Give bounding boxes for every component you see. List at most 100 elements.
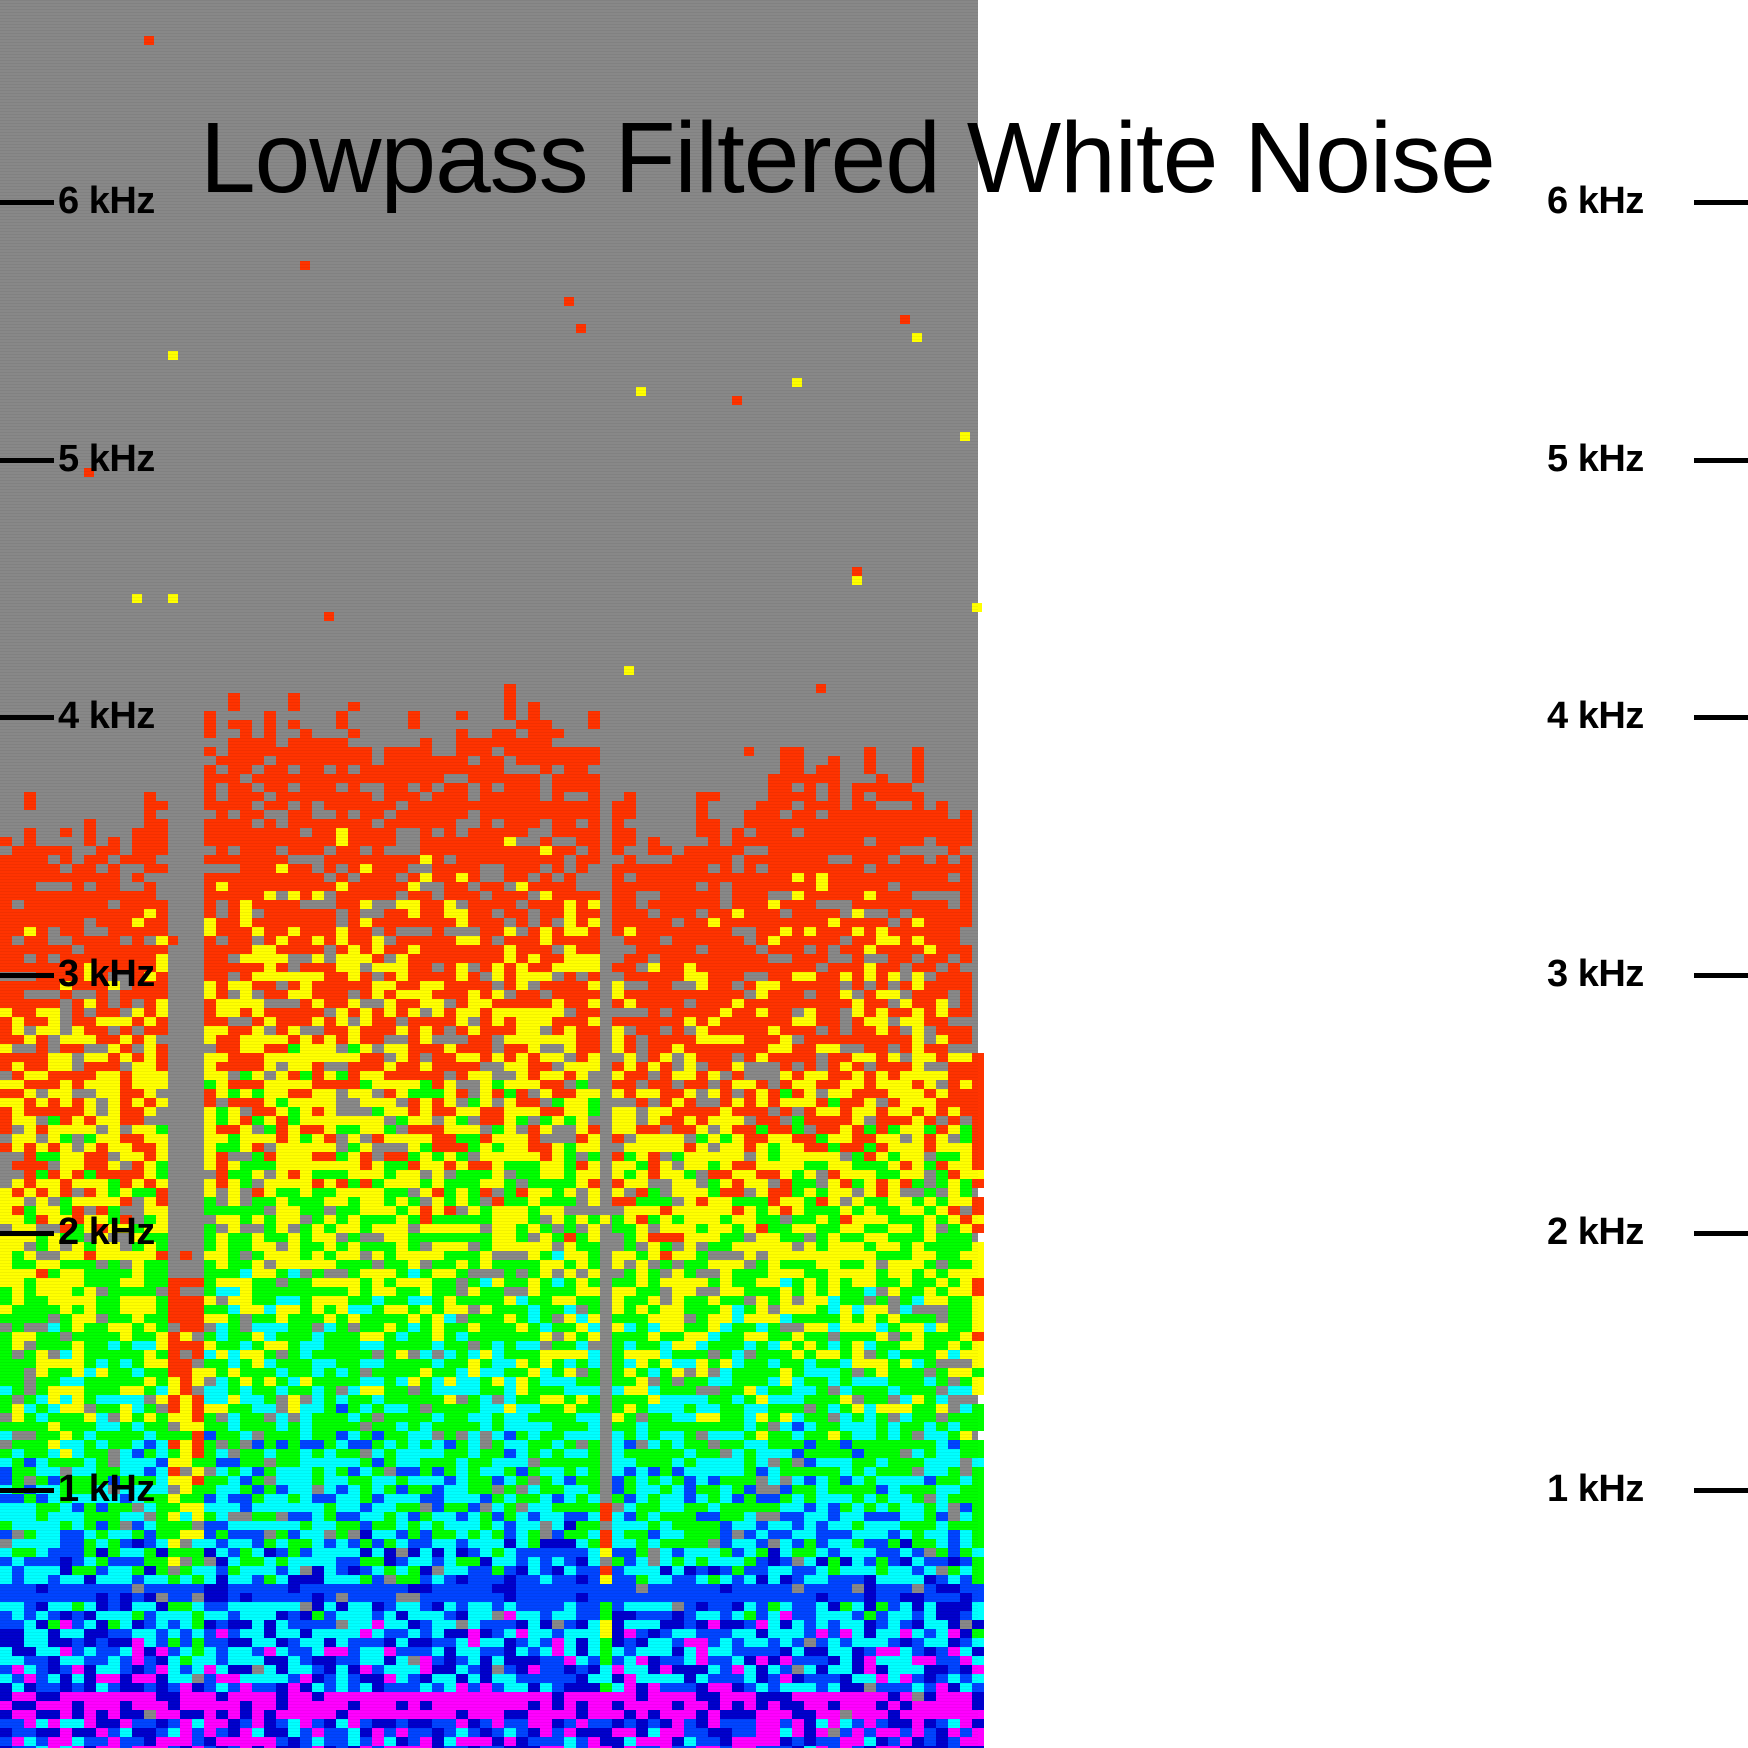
spectrogram-cell — [264, 1107, 276, 1116]
spectrogram-cell — [504, 837, 516, 846]
spectrogram-cell — [216, 1143, 228, 1152]
spectrogram-cell — [576, 900, 588, 909]
spectrogram-cell — [468, 1422, 480, 1431]
spectrogram-cell — [180, 1602, 192, 1611]
spectrogram-cell — [480, 1449, 492, 1458]
spectrogram-cell — [216, 1746, 228, 1748]
spectrogram-cell — [408, 1485, 420, 1494]
spectrogram-cell — [480, 1071, 492, 1080]
spectrogram-cell — [492, 1440, 504, 1449]
spectrogram-cell — [312, 1566, 324, 1575]
spectrogram-cell — [276, 1269, 288, 1278]
spectrogram-cell — [504, 1674, 516, 1683]
spectrogram-cell — [600, 1728, 612, 1737]
spectrogram-cell — [420, 756, 432, 765]
spectrogram-cell — [300, 1008, 312, 1017]
spectrogram-cell — [84, 909, 96, 918]
spectrogram-cell — [552, 1053, 564, 1062]
spectrogram-cell — [468, 1143, 480, 1152]
spectrogram-cell — [528, 1305, 540, 1314]
spectrogram-cell — [216, 1206, 228, 1215]
spectrogram-cell — [588, 1701, 600, 1710]
spectrogram-cell — [36, 1737, 48, 1746]
spectrogram-cell — [300, 1557, 312, 1566]
spectrogram-cell — [444, 783, 456, 792]
spectrogram-cell — [348, 756, 360, 765]
spectrogram-cell — [180, 1485, 192, 1494]
spectrogram-cell — [228, 882, 240, 891]
spectrogram-cell — [180, 1674, 192, 1683]
spectrogram-cell — [108, 963, 120, 972]
spectrogram-cell — [24, 1683, 36, 1692]
spectrogram-cell — [516, 1071, 528, 1080]
spectrogram-cell — [156, 1674, 168, 1683]
spectrogram-cell — [624, 1656, 636, 1665]
spectrogram-cell — [324, 1323, 336, 1332]
spectrogram-cell — [252, 1638, 264, 1647]
spectrogram-cell — [204, 1431, 216, 1440]
spectrogram-cell — [216, 1710, 228, 1719]
spectrogram-cell — [384, 1044, 396, 1053]
spectrogram-cell — [408, 1287, 420, 1296]
spectrogram-cell — [0, 1350, 12, 1359]
spectrogram-cell — [504, 909, 516, 918]
spectrogram-cell — [96, 873, 108, 882]
spectrogram-cell — [300, 1053, 312, 1062]
spectrogram-cell — [492, 1161, 504, 1170]
spectrogram-cell — [432, 1683, 444, 1692]
spectrogram-cell — [576, 1143, 588, 1152]
spectrogram-cell — [600, 1602, 612, 1611]
spectrogram-cell — [528, 864, 540, 873]
spectrogram-cell — [576, 1260, 588, 1269]
spectrogram-cell — [624, 1584, 636, 1593]
spectrogram-cell — [600, 1548, 612, 1557]
spectrogram-cell — [132, 1260, 144, 1269]
spectrogram-cell — [504, 1584, 516, 1593]
spectrogram-cell — [504, 693, 516, 702]
spectrogram-cell — [216, 1449, 228, 1458]
spectrogram-cell — [504, 981, 516, 990]
spectrogram-cell — [588, 1017, 600, 1026]
spectrogram-cell — [132, 1683, 144, 1692]
spectrogram-cell — [120, 999, 132, 1008]
spectrogram-cell — [132, 954, 144, 963]
spectrogram-cell — [144, 1386, 156, 1395]
spectrogram-cell — [336, 855, 348, 864]
spectrogram-cell — [408, 1134, 420, 1143]
spectrogram-cell — [528, 1188, 540, 1197]
spectrogram-cell — [24, 1107, 36, 1116]
spectrogram-cell — [624, 1539, 636, 1548]
spectrogram-cell — [84, 1179, 96, 1188]
spectrogram-cell — [12, 1206, 24, 1215]
spectrogram-cell — [540, 1161, 552, 1170]
spectrogram-cell — [96, 954, 108, 963]
spectrogram-cell — [432, 1593, 444, 1602]
spectrogram-cell — [120, 1530, 132, 1539]
spectrogram-cell — [168, 1449, 180, 1458]
spectrogram-cell — [60, 1035, 72, 1044]
spectrogram-cell — [240, 855, 252, 864]
spectrogram-cell — [588, 1539, 600, 1548]
spectrogram-cell — [36, 1035, 48, 1044]
spectrogram-cell — [168, 1431, 180, 1440]
spectrogram-cell — [504, 855, 516, 864]
spectrogram-cell — [372, 1458, 384, 1467]
spectrogram-cell — [288, 702, 300, 711]
spectrogram-cell — [432, 1620, 444, 1629]
spectrogram-cell — [396, 1080, 408, 1089]
spectrogram-cell — [396, 1575, 408, 1584]
spectrogram-cell — [468, 1566, 480, 1575]
spectrogram-cell — [552, 1710, 564, 1719]
spectrogram-cell — [108, 1521, 120, 1530]
spectrogram-cell — [300, 1584, 312, 1593]
spectrogram-cell — [336, 1071, 348, 1080]
spectrogram-cell — [564, 1026, 576, 1035]
spectrogram-cell — [528, 1737, 540, 1746]
spectrogram-cell — [492, 1746, 504, 1748]
spectrogram-cell — [180, 1323, 192, 1332]
spectrogram-cell — [336, 1656, 348, 1665]
spectrogram-cell — [60, 945, 72, 954]
spectrogram-cell — [204, 1197, 216, 1206]
spectrogram-cell — [432, 927, 444, 936]
spectrogram-cell — [204, 1710, 216, 1719]
